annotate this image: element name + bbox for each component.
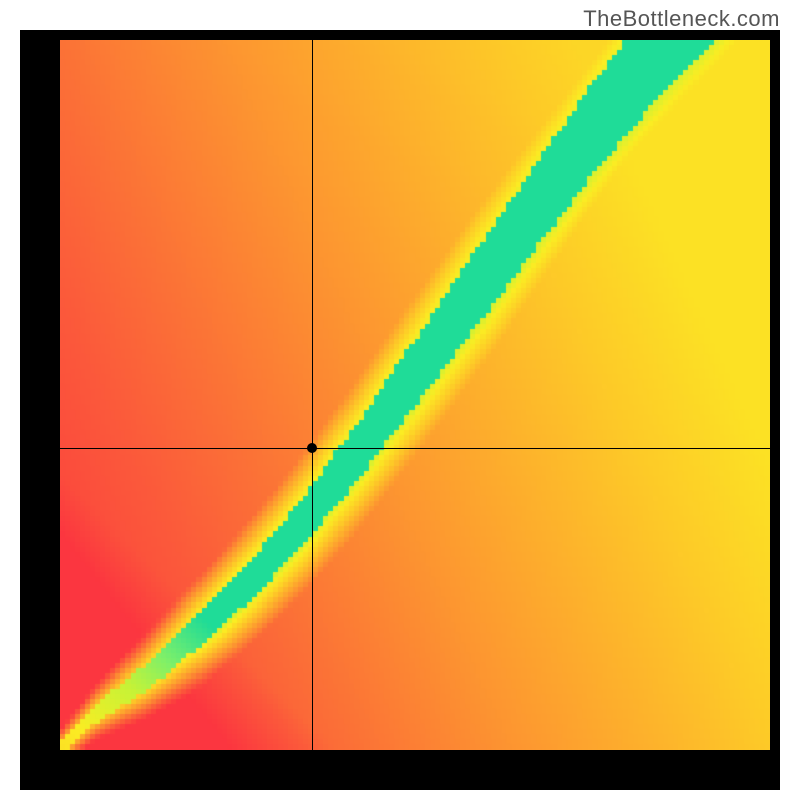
plot-black-frame: [20, 30, 780, 790]
crosshair-vertical: [312, 40, 313, 750]
page-container: TheBottleneck.com: [0, 0, 800, 800]
heatmap-canvas: [60, 40, 770, 750]
watermark-text: TheBottleneck.com: [583, 6, 780, 32]
crosshair-horizontal: [60, 448, 770, 449]
crosshair-dot: [307, 443, 317, 453]
